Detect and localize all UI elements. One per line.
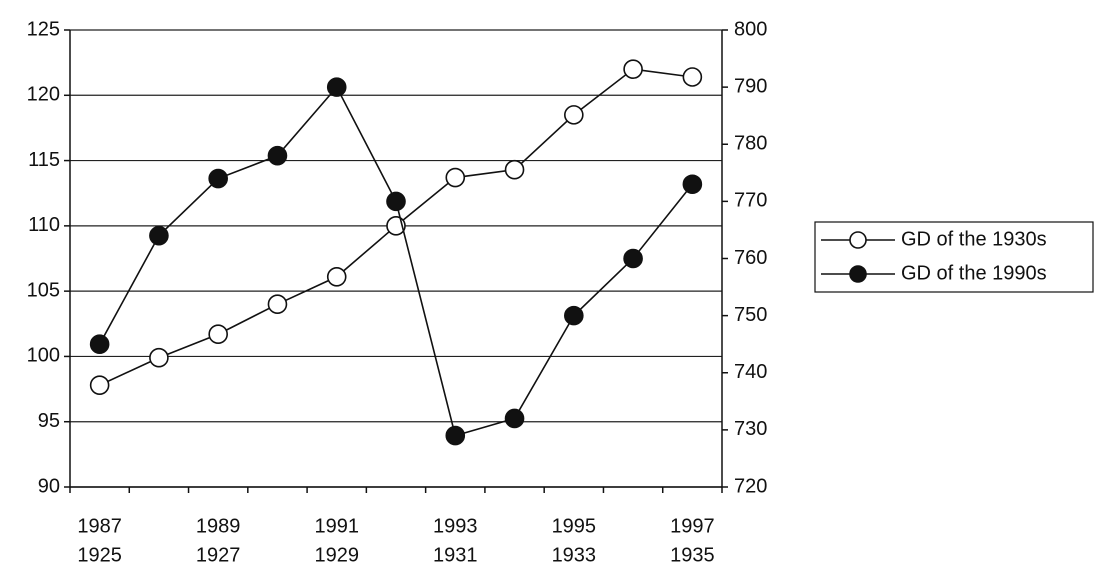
y-tick-label: 105 (27, 279, 60, 301)
y2-tick-label: 790 (734, 75, 767, 97)
point (682, 174, 703, 195)
point (267, 145, 288, 166)
y2-tick-label: 770 (734, 190, 767, 212)
y2-tick-label: 750 (734, 304, 767, 326)
point (89, 375, 110, 395)
y-tick-label: 90 (38, 475, 60, 497)
series-line (98, 85, 693, 437)
x-tick-label: 1991 (314, 515, 359, 537)
point (445, 425, 466, 446)
point (208, 168, 228, 189)
point (504, 159, 525, 180)
y2-tick-label: 780 (734, 133, 767, 155)
x-tick-label: 1993 (433, 515, 478, 537)
y-tick-label: 95 (38, 410, 60, 432)
legend-marker (849, 231, 867, 249)
point (89, 334, 110, 354)
x-tick-label-2: 1927 (196, 544, 241, 566)
point (386, 191, 406, 212)
x-tick-label: 1995 (552, 515, 597, 537)
legend-marker (849, 265, 867, 283)
point (623, 248, 643, 269)
x-tick-label: 1989 (196, 515, 241, 537)
x-tick-label-2: 1931 (433, 544, 478, 566)
x-tick-label-2: 1925 (77, 544, 122, 566)
point (623, 59, 643, 79)
legend-label: GD of the 1930s (901, 228, 1047, 250)
point (267, 294, 288, 315)
y-tick-label: 125 (27, 18, 60, 40)
y2-tick-label: 740 (734, 361, 767, 383)
point (564, 105, 584, 125)
y-tick-label: 100 (27, 345, 60, 367)
y2-tick-label: 760 (734, 247, 767, 269)
y2-tick-label: 800 (734, 18, 767, 40)
y2-tick-label: 720 (734, 475, 767, 497)
point (445, 167, 466, 188)
point (149, 225, 169, 246)
x-tick-label-2: 1933 (552, 544, 597, 566)
y-tick-label: 115 (28, 149, 60, 171)
point (504, 408, 525, 429)
x-tick-label-2: 1929 (314, 544, 359, 566)
point (564, 305, 584, 326)
point (682, 67, 703, 87)
y-tick-label: 110 (28, 214, 60, 236)
legend-label: GD of the 1990s (901, 262, 1047, 284)
x-tick-label-2: 1935 (670, 544, 715, 566)
point (208, 324, 228, 345)
point (326, 77, 347, 97)
y2-tick-label: 730 (734, 418, 767, 440)
x-tick-label: 1987 (77, 515, 122, 537)
point (149, 347, 169, 368)
y-tick-label: 120 (27, 84, 60, 106)
point (326, 266, 347, 287)
x-tick-label: 1997 (670, 515, 715, 537)
